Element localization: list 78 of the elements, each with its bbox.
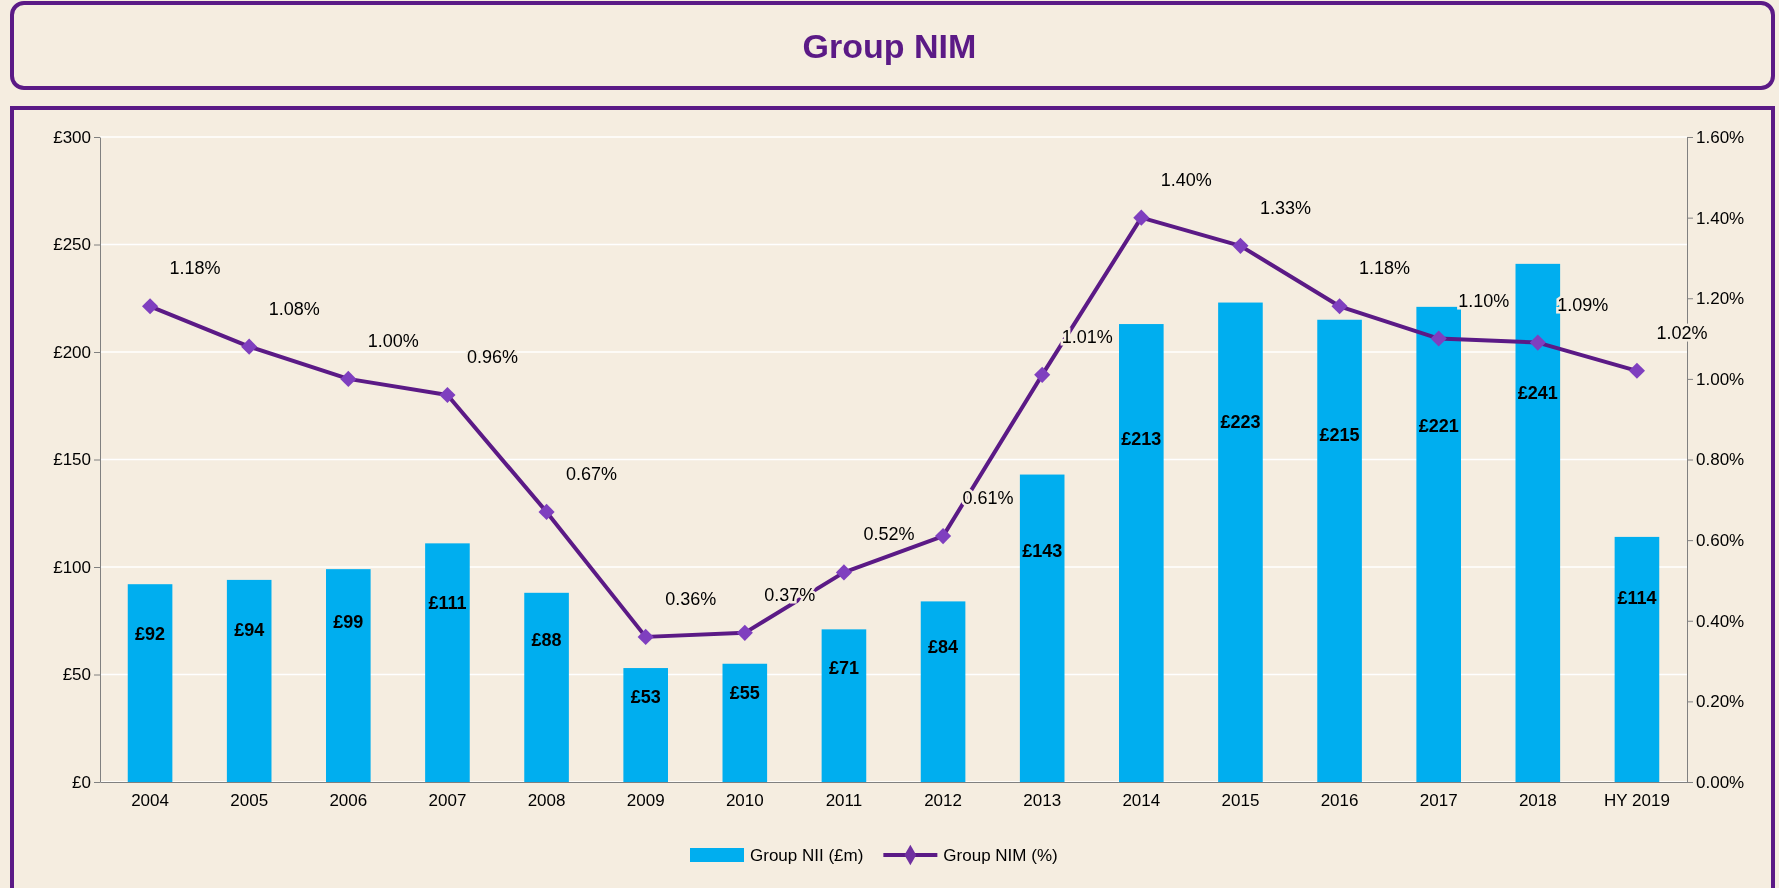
data-label: £111 [428,593,467,614]
y2-tick-label: 0.20% [1696,692,1745,712]
data-label: 0.52% [863,524,915,545]
bar [425,543,470,782]
data-label: £53 [630,686,661,707]
data-label: £99 [333,612,364,633]
x-tick-label: 2011 [825,791,863,811]
y-tick-label: £200 [53,342,91,362]
data-label: £88 [531,630,562,651]
y2-tick-label: 0.40% [1696,611,1745,631]
data-label: £241 [1517,383,1558,404]
bar [1317,319,1362,782]
y2-tick-label: 1.20% [1696,289,1745,309]
bar [1416,306,1461,782]
x-tick-label: 2012 [924,791,962,811]
x-tick-label: 2010 [725,791,764,811]
data-label: 1.18% [1359,258,1411,279]
data-label: 1.33% [1259,197,1311,218]
bar [226,579,272,782]
bar [1614,536,1660,782]
data-label: £55 [729,683,760,704]
x-tick-label: 2017 [1419,791,1458,811]
data-label: £213 [1121,428,1162,449]
x-tick-label: 2013 [1023,791,1062,811]
y2-tick-label: 0.80% [1696,450,1745,470]
x-tick-label: 2006 [329,791,368,811]
data-label: 1.00% [367,330,419,351]
y2-tick-label: 1.00% [1696,369,1745,389]
x-tick-label: 2014 [1122,791,1161,811]
bar [326,569,371,782]
data-label: 1.18% [169,258,221,279]
x-tick-label: 2008 [527,791,566,811]
bar [722,663,768,782]
bar [821,629,867,782]
data-label: £114 [1617,588,1657,609]
legend-label: Group NII (£m) [750,846,864,865]
y-tick-label: £50 [62,665,91,685]
data-label: 0.96% [466,347,518,367]
x-tick-label: 2016 [1320,791,1359,811]
bar [127,584,173,782]
y2-tick-label: 1.60% [1696,127,1745,147]
x-tick-label: 2004 [131,791,169,811]
data-label: £71 [828,657,859,678]
bar [524,592,569,782]
data-label: 1.02% [1656,322,1708,343]
y-tick-label: £0 [72,772,91,792]
y2-tick-label: 1.40% [1696,208,1745,228]
bar [623,668,668,782]
data-label: £143 [1022,541,1063,562]
x-tick-label: 2015 [1221,791,1260,811]
y-tick-label: £300 [53,127,91,147]
data-label: 0.67% [566,463,618,484]
chart-title: Group NIM [802,27,977,65]
data-label: £92 [135,623,166,644]
data-label: 1.10% [1458,290,1510,311]
x-tick-label: 2005 [230,791,269,811]
x-tick-label: HY 2019 [1604,791,1670,811]
bar [1218,302,1263,782]
data-label: £223 [1220,412,1261,433]
y-tick-label: £250 [53,235,91,255]
bar [1119,324,1164,782]
data-label: £84 [928,636,959,657]
data-label: £94 [234,620,265,641]
y2-tick-label: 0.00% [1696,772,1745,792]
data-label: £221 [1418,415,1459,436]
data-label: £215 [1319,425,1360,446]
x-tick-label: 2007 [428,791,467,811]
y-tick-label: £150 [53,450,91,470]
data-label: 1.08% [268,298,320,319]
x-tick-label: 2009 [626,791,665,811]
data-label: 0.36% [665,588,717,609]
data-label: 1.40% [1160,169,1212,190]
y-tick-label: £100 [53,557,91,577]
x-tick-label: 2018 [1518,791,1557,811]
legend-label: Group NIM (%) [943,846,1058,865]
y2-tick-label: 0.60% [1696,531,1745,551]
bar [1019,474,1065,782]
bar [920,601,966,782]
